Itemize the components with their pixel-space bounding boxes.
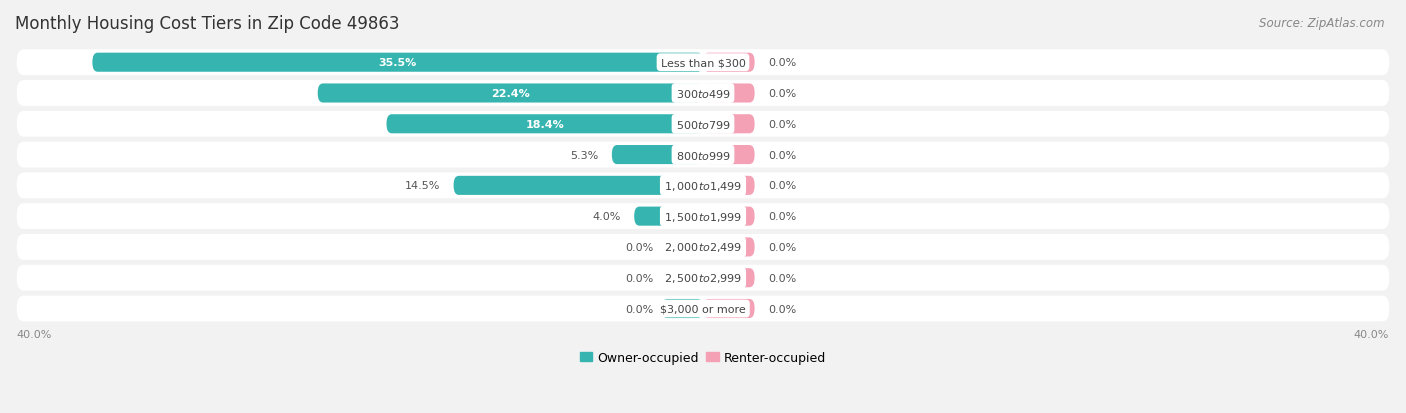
Text: 0.0%: 0.0%	[768, 211, 797, 222]
Text: 0.0%: 0.0%	[624, 242, 654, 252]
Text: 14.5%: 14.5%	[405, 181, 440, 191]
Text: $500 to $799: $500 to $799	[675, 119, 731, 131]
Text: Source: ZipAtlas.com: Source: ZipAtlas.com	[1260, 17, 1385, 29]
FancyBboxPatch shape	[17, 50, 1389, 76]
Text: 0.0%: 0.0%	[624, 273, 654, 283]
Text: 18.4%: 18.4%	[526, 119, 564, 129]
Text: 0.0%: 0.0%	[624, 304, 654, 314]
Text: 0.0%: 0.0%	[768, 150, 797, 160]
Text: 5.3%: 5.3%	[569, 150, 598, 160]
Text: $800 to $999: $800 to $999	[675, 149, 731, 161]
Text: 35.5%: 35.5%	[378, 58, 416, 68]
Text: 4.0%: 4.0%	[592, 211, 620, 222]
FancyBboxPatch shape	[17, 142, 1389, 168]
FancyBboxPatch shape	[93, 54, 703, 73]
FancyBboxPatch shape	[662, 268, 703, 287]
Text: 0.0%: 0.0%	[768, 181, 797, 191]
Text: 40.0%: 40.0%	[17, 330, 52, 339]
Text: $2,500 to $2,999: $2,500 to $2,999	[664, 272, 742, 285]
Text: 22.4%: 22.4%	[491, 89, 530, 99]
FancyBboxPatch shape	[703, 238, 755, 257]
FancyBboxPatch shape	[17, 204, 1389, 230]
Text: 0.0%: 0.0%	[768, 58, 797, 68]
Text: Monthly Housing Cost Tiers in Zip Code 49863: Monthly Housing Cost Tiers in Zip Code 4…	[15, 15, 399, 33]
FancyBboxPatch shape	[703, 268, 755, 287]
Text: 40.0%: 40.0%	[1354, 330, 1389, 339]
Text: 0.0%: 0.0%	[768, 273, 797, 283]
FancyBboxPatch shape	[662, 299, 703, 318]
Text: $2,000 to $2,499: $2,000 to $2,499	[664, 241, 742, 254]
Text: 0.0%: 0.0%	[768, 242, 797, 252]
FancyBboxPatch shape	[17, 235, 1389, 260]
FancyBboxPatch shape	[703, 115, 755, 134]
FancyBboxPatch shape	[703, 299, 755, 318]
FancyBboxPatch shape	[703, 176, 755, 195]
FancyBboxPatch shape	[17, 112, 1389, 138]
FancyBboxPatch shape	[17, 296, 1389, 322]
Text: $1,000 to $1,499: $1,000 to $1,499	[664, 179, 742, 192]
Text: Less than $300: Less than $300	[661, 58, 745, 68]
Text: $300 to $499: $300 to $499	[675, 88, 731, 100]
FancyBboxPatch shape	[318, 84, 703, 103]
FancyBboxPatch shape	[703, 146, 755, 165]
Legend: Owner-occupied, Renter-occupied: Owner-occupied, Renter-occupied	[575, 347, 831, 369]
Text: 0.0%: 0.0%	[768, 89, 797, 99]
FancyBboxPatch shape	[454, 176, 703, 195]
Text: $3,000 or more: $3,000 or more	[661, 304, 745, 314]
FancyBboxPatch shape	[703, 207, 755, 226]
FancyBboxPatch shape	[17, 265, 1389, 291]
FancyBboxPatch shape	[387, 115, 703, 134]
FancyBboxPatch shape	[17, 173, 1389, 199]
FancyBboxPatch shape	[662, 238, 703, 257]
FancyBboxPatch shape	[612, 146, 703, 165]
Text: $1,500 to $1,999: $1,500 to $1,999	[664, 210, 742, 223]
Text: 0.0%: 0.0%	[768, 119, 797, 129]
FancyBboxPatch shape	[17, 81, 1389, 107]
Text: 0.0%: 0.0%	[768, 304, 797, 314]
FancyBboxPatch shape	[703, 54, 755, 73]
FancyBboxPatch shape	[634, 207, 703, 226]
FancyBboxPatch shape	[703, 84, 755, 103]
